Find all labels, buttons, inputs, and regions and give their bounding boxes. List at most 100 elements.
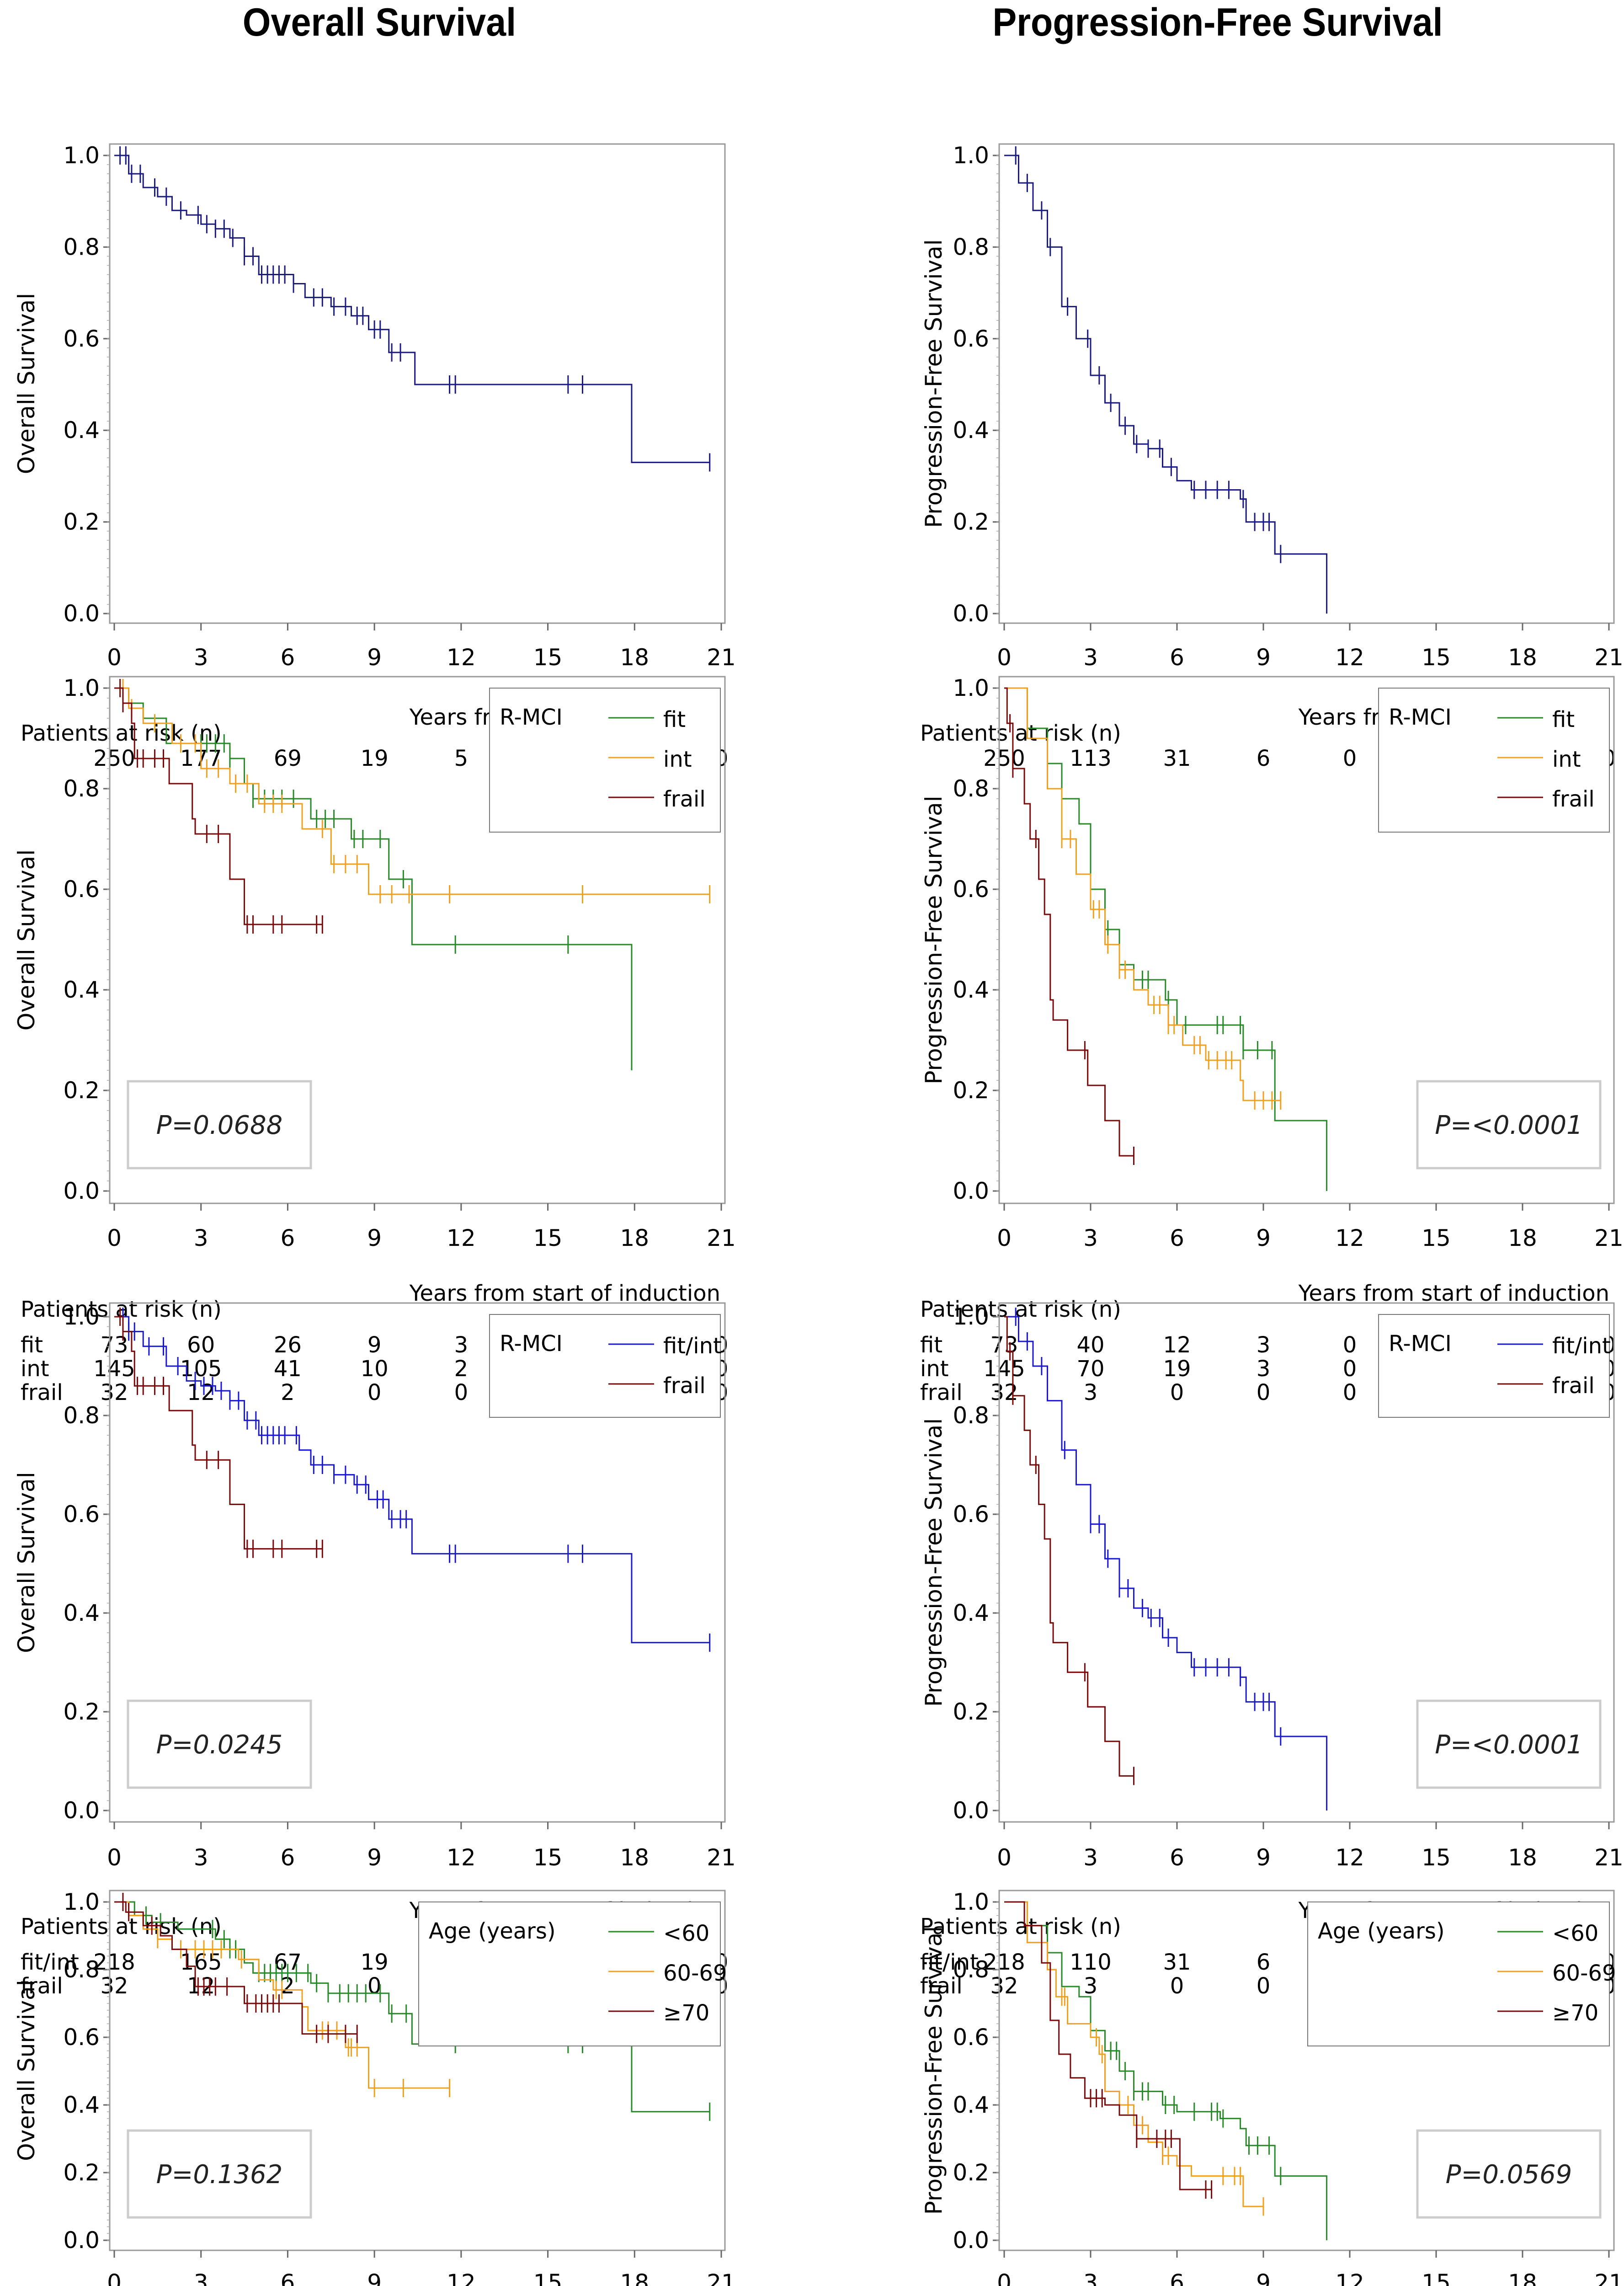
plot-frame: [109, 676, 726, 1204]
x-tick-label: 21: [707, 1225, 736, 1251]
y-axis-label: Overall Survival: [13, 1472, 40, 1653]
x-tick-label: 18: [1508, 644, 1537, 671]
risk-value: 218: [983, 1950, 1025, 1975]
x-tick-label: 9: [367, 644, 382, 671]
y-tick-label: 0.4: [953, 417, 989, 443]
risk-value: 73: [990, 1332, 1018, 1358]
p-value-box: [1416, 1080, 1602, 1170]
risk-value: 9: [367, 1332, 382, 1358]
x-tick-label: 15: [533, 644, 563, 671]
legend-label: 60-69: [1552, 1960, 1616, 1986]
legend-label: ≥70: [1552, 2000, 1598, 2026]
km-curve-fit_int: [1004, 1316, 1328, 1811]
x-tick-label: 12: [447, 2270, 476, 2286]
legend-label: frail: [1552, 1373, 1595, 1399]
y-tick-label: 0.4: [953, 1600, 989, 1626]
x-tick-label: 6: [1170, 1844, 1184, 1871]
risk-value: 3: [1257, 1356, 1271, 1382]
x-tick-label: 15: [533, 1844, 563, 1871]
y-tick-label: 0.4: [953, 2092, 989, 2118]
x-tick-label: 21: [1594, 1225, 1624, 1251]
p-value-text: P=0.1362: [156, 2160, 283, 2190]
km-curve-frail: [1004, 687, 1134, 1157]
risk-value: 3: [1084, 1380, 1098, 1405]
x-tick-label: 18: [620, 1225, 649, 1251]
y-tick-label: 0.2: [953, 509, 989, 535]
y-axis-label: Progression-Free Survival: [921, 1418, 947, 1707]
risk-value: 0: [1343, 1356, 1357, 1382]
risk-value: 19: [361, 746, 389, 771]
x-tick-label: 9: [367, 1844, 382, 1871]
y-tick-label: 1.0: [953, 142, 989, 169]
legend-title: R-MCI: [500, 705, 563, 730]
chart-panel-pfs-rmci3: 0.00.20.40.60.81.00 3 6 9 12 15 18 21Progressio…: [920, 675, 1624, 1405]
risk-row-label: frail: [920, 1380, 963, 1405]
y-axis-label: Progression-Free Survival: [921, 796, 947, 1084]
legend-label: frail: [1552, 786, 1595, 812]
risk-value: 218: [93, 1950, 135, 1975]
p-value-text: P=0.0569: [1446, 2160, 1572, 2190]
x-axis-label: Years from start of induction: [409, 1281, 720, 1306]
y-tick-label: 0.2: [63, 509, 100, 535]
legend-box: [489, 1314, 721, 1418]
y-tick-label: 0.8: [953, 234, 989, 260]
y-axis-label: Progression-Free Survival: [921, 1926, 947, 2215]
x-tick-label: 3: [1083, 644, 1098, 671]
risk-value: 0: [367, 1973, 382, 1999]
y-tick-label: 0.0: [953, 2227, 989, 2254]
y-tick-label: 0.8: [953, 1956, 989, 1983]
y-tick-label: 1.0: [63, 142, 100, 169]
plot-frame: [109, 1890, 726, 2251]
risk-value: 2: [454, 1356, 469, 1382]
chart-panel-os-rmci2: 0.0 0.2 0.4 0.6 0.8 1.0 0 3 6 9 12 15 18 21 Overall Su…: [13, 1302, 736, 1999]
p-value-box: [1416, 2129, 1602, 2219]
legend-label: frail: [663, 1373, 706, 1399]
x-tick-label: 15: [533, 2270, 563, 2286]
risk-table-header: Patients at risk (n): [920, 1297, 1121, 1322]
chart-panel-pfs-age: 0.0 0.2 0.4 0.6 0.8 1.0 0 3 6 9 12 15 18 21 Progressio…: [921, 1889, 1624, 2286]
x-tick-label: 15: [1422, 1844, 1451, 1871]
risk-value: 19: [1163, 1356, 1191, 1382]
x-tick-label: 12: [1335, 2270, 1364, 2286]
x-tick-label: 21: [1594, 1844, 1624, 1871]
x-tick-label: 6: [281, 1225, 295, 1251]
x-tick-label: 15: [533, 1225, 563, 1251]
y-axis-label: Overall Survival: [13, 293, 40, 474]
x-tick-label: 18: [620, 2270, 649, 2286]
km-curve-int: [114, 687, 710, 895]
x-tick-label: 0: [107, 1225, 122, 1251]
risk-value: 0: [1343, 746, 1357, 771]
risk-value: 2: [281, 1380, 295, 1405]
y-tick-label: 0.6: [953, 1501, 989, 1528]
risk-value: 31: [1163, 746, 1191, 771]
y-tick-label: 0.2: [63, 2159, 100, 2186]
risk-value: 250: [93, 746, 135, 771]
risk-value: 6: [1257, 1950, 1271, 1975]
risk-value: 69: [274, 746, 302, 771]
x-tick-label: 21: [707, 2270, 736, 2286]
risk-value: 32: [990, 1973, 1018, 1999]
risk-row-label: fit: [21, 1332, 43, 1358]
x-tick-label: 18: [620, 1844, 649, 1871]
x-tick-label: 18: [1508, 1225, 1537, 1251]
x-tick-label: 6: [1170, 2270, 1184, 2286]
risk-value: 0: [1257, 1973, 1271, 1999]
risk-value: 73: [100, 1332, 128, 1358]
legend-title: Age (years): [429, 1918, 556, 1944]
risk-value: 0: [454, 1380, 469, 1405]
y-tick-label: 0.6: [63, 876, 100, 903]
risk-value: 60: [187, 1332, 215, 1358]
y-tick-label: 0.6: [953, 876, 989, 903]
x-tick-label: 0: [107, 644, 122, 671]
p-value-box: [127, 1699, 312, 1789]
x-tick-label: 12: [447, 644, 476, 671]
x-tick-label: 12: [1335, 644, 1364, 671]
x-tick-label: 15: [1422, 644, 1451, 671]
plot-frame: [998, 1890, 1615, 2251]
risk-row-label: frail: [920, 1973, 963, 1999]
risk-row-label: int: [21, 1356, 49, 1382]
x-tick-label: 21: [707, 1844, 736, 1871]
legend-label: ≥70: [663, 2000, 709, 2026]
km-curve-fit_int: [114, 1316, 710, 1644]
x-tick-label: 0: [107, 1844, 122, 1871]
